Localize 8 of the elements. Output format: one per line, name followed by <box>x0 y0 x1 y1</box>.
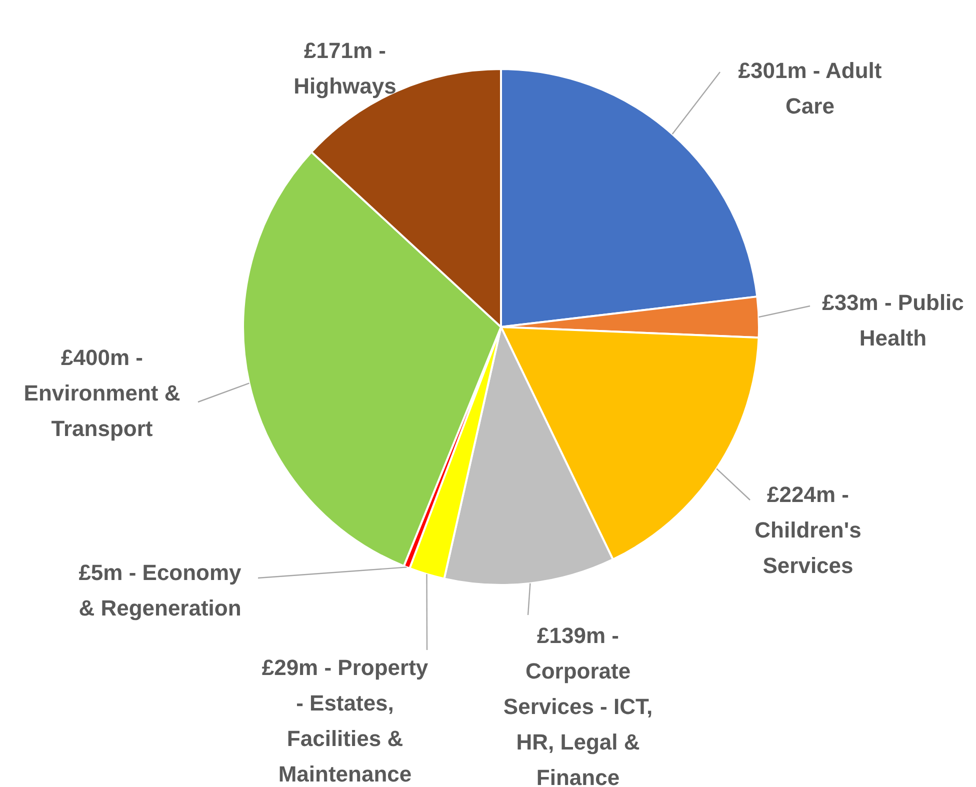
slice-label: £224m - Children's Services <box>754 482 862 578</box>
slice-label: £301m - Adult Care <box>738 58 882 118</box>
slice-label: £171m - Highways <box>294 38 396 98</box>
slice-label: £139m - Corporate Services - ICT, HR, Legal & Finance <box>503 623 653 787</box>
slice-label: £400m - Environment & Transport <box>24 345 180 441</box>
slice-label: £5m - Economy & Regeneration <box>78 560 242 620</box>
slice-label: £29m - Property - Estates, Facilities & Maintenance <box>262 655 429 786</box>
slice-label: £33m - Public Health <box>822 290 964 350</box>
